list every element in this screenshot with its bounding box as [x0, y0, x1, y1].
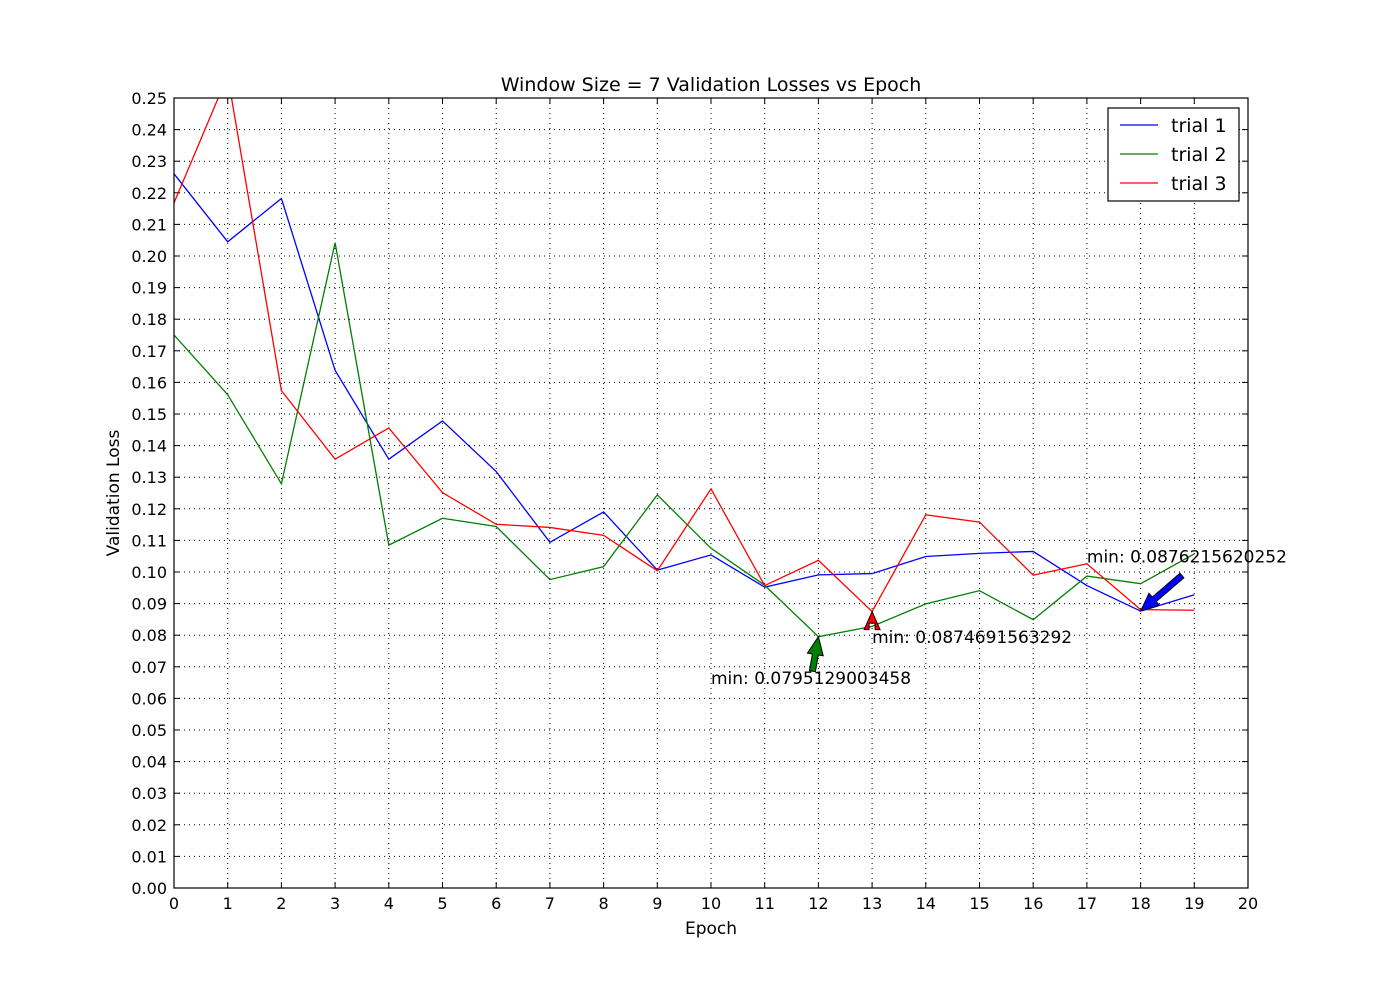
series-line-trial-3	[174, 98, 1195, 613]
y-tick-label: 0.00	[131, 879, 167, 898]
y-tick-label: 0.19	[131, 279, 167, 298]
x-axis-title: Epoch	[685, 919, 737, 939]
annotation-label: min: 0.0795129003458	[711, 669, 911, 689]
y-tick-label: 0.05	[131, 721, 167, 740]
y-tick-label: 0.04	[131, 753, 167, 772]
annotation-arrow	[863, 610, 881, 631]
y-tick-label: 0.15	[131, 405, 167, 424]
x-tick-label: 13	[862, 894, 882, 913]
y-tick-label: 0.11	[131, 531, 167, 550]
y-tick-label: 0.10	[131, 563, 167, 582]
y-tick-label: 0.25	[131, 89, 167, 108]
legend-label: trial 2	[1171, 144, 1227, 166]
chart-title: Window Size = 7 Validation Losses vs Epo…	[501, 74, 922, 96]
y-tick-label: 0.01	[131, 847, 167, 866]
y-tick-label: 0.12	[131, 500, 167, 519]
annotation-label: min: 0.0874691563292	[872, 628, 1072, 648]
y-tick-label: 0.14	[131, 437, 167, 456]
plot-series	[174, 98, 1195, 638]
x-tick-label: 18	[1130, 894, 1150, 913]
x-tick-label: 7	[545, 894, 555, 913]
annotation-arrow	[1139, 572, 1185, 612]
x-tick-label: 4	[384, 894, 394, 913]
x-tick-label: 0	[169, 894, 179, 913]
annotations: min: 0.0876215620252 min: 0.0795129003458…	[711, 548, 1287, 690]
legend-label: trial 1	[1171, 115, 1227, 137]
y-tick-label: 0.08	[131, 626, 167, 645]
x-tick-label: 2	[276, 894, 286, 913]
x-tick-label: 8	[599, 894, 609, 913]
plot-frame	[173, 97, 1249, 889]
x-tick-label: 16	[1023, 894, 1043, 913]
y-tick-label: 0.23	[131, 152, 167, 171]
y-tick-label: 0.02	[131, 816, 167, 835]
x-tick-label: 6	[491, 894, 501, 913]
y-tick-label: 0.06	[131, 689, 167, 708]
annotation-label: min: 0.0876215620252	[1087, 548, 1287, 568]
x-tick-label: 19	[1184, 894, 1204, 913]
annotation-arrow	[806, 635, 824, 673]
y-tick-label: 0.18	[131, 310, 167, 329]
x-tick-label: 17	[1077, 894, 1097, 913]
x-tick-label: 3	[330, 894, 340, 913]
x-tick-label: 14	[916, 894, 936, 913]
series-line-trial-2	[174, 242, 1195, 638]
y-tick-label: 0.16	[131, 373, 167, 392]
y-tick-label: 0.20	[131, 247, 167, 266]
y-tick-label: 0.21	[131, 215, 167, 234]
legend-label: trial 3	[1171, 173, 1227, 195]
y-axis-title: Validation Loss	[104, 430, 124, 557]
y-tick-label: 0.17	[131, 342, 167, 361]
x-tick-label: 15	[969, 894, 989, 913]
x-tick-label: 1	[223, 894, 233, 913]
x-tick-label: 5	[437, 894, 447, 913]
x-tick-label: 12	[808, 894, 828, 913]
y-tick-label: 0.24	[131, 121, 167, 140]
x-tick-label: 10	[701, 894, 721, 913]
x-tick-label: 9	[652, 894, 662, 913]
legend: trial 1 trial 2 trial 3	[1107, 107, 1240, 202]
y-tick-label: 0.09	[131, 595, 167, 614]
y-tick-label: 0.22	[131, 184, 167, 203]
y-tick-label: 0.13	[131, 468, 167, 487]
y-tick-label: 0.07	[131, 658, 167, 677]
series-line-trial-1	[174, 173, 1195, 612]
x-tick-label: 20	[1238, 894, 1258, 913]
grid-lines	[174, 98, 1248, 888]
x-tick-label: 11	[755, 894, 775, 913]
tick-labels: 0 1 2 3 4 5 6 7 8 9 10 11 12 13 14 15 16 17 18 19 200.000.01…	[131, 89, 1258, 913]
y-tick-label: 0.03	[131, 784, 167, 803]
